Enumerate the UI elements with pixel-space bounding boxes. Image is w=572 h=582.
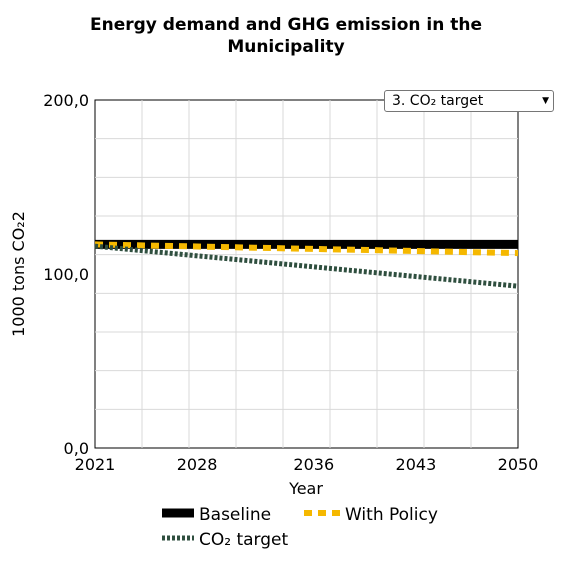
scenario-select[interactable]: 3. CO₂ target ▼: [384, 90, 554, 112]
chevron-down-icon: ▼: [542, 96, 549, 106]
plot-area: [94, 99, 519, 449]
scenario-select-value: 3. CO₂ target: [392, 93, 484, 109]
legend-label: CO₂ target: [199, 530, 288, 550]
series-line-2: [94, 241, 519, 257]
y-axis-label: 1000 tons CO₂2: [9, 211, 28, 337]
y-ticks: 0,0 100,0 200,0: [43, 91, 89, 458]
y-tick-label: 200,0: [43, 91, 89, 110]
chart-title-line-1: Energy demand and GHG emission in the: [89, 15, 483, 35]
y-tick-label: 100,0: [43, 265, 89, 284]
x-tick-label: 2050: [498, 455, 539, 474]
x-axis-label: Year: [288, 479, 323, 498]
series-layer: [94, 239, 519, 289]
chart-title-line-2: Municipality: [227, 37, 345, 57]
series-line-3: [94, 243, 519, 289]
grid: [95, 100, 518, 448]
x-tick-label: 2021: [75, 455, 116, 474]
y-tick-label: 0,0: [64, 439, 89, 458]
legend: Baseline With Policy CO₂ target: [162, 505, 438, 550]
legend-label: With Policy: [345, 505, 438, 525]
x-tick-label: 2028: [177, 455, 218, 474]
x-tick-label: 2036: [293, 455, 334, 474]
legend-label: Baseline: [199, 505, 271, 525]
x-tick-label: 2043: [396, 455, 437, 474]
x-ticks: 2021 2028 2036 2043 2050: [75, 455, 539, 474]
chart-title: Energy demand and GHG emission in the Mu…: [0, 14, 572, 58]
